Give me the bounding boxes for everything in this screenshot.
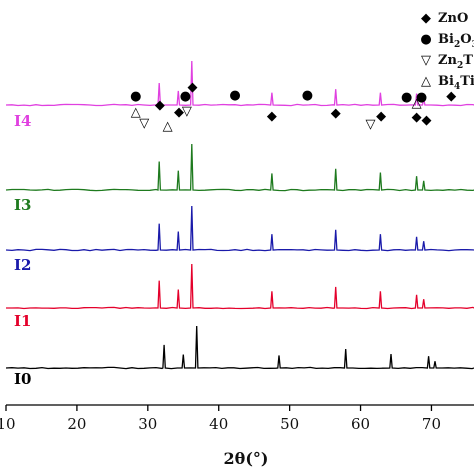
legend-symbol: ▽ xyxy=(421,53,431,68)
phase-marker: ◆ xyxy=(421,113,431,128)
trace-labels-layer: I0 I1 I2 I3 I4 xyxy=(14,112,31,388)
x-tick-label: 40 xyxy=(209,415,228,433)
phase-marker: ◆ xyxy=(187,80,197,95)
phase-marker: △ xyxy=(163,119,173,134)
phase-marker: ● xyxy=(229,88,240,103)
phase-marker: ● xyxy=(401,90,412,105)
trace-label-i3: I3 xyxy=(14,196,31,214)
phase-marker: ● xyxy=(180,89,191,104)
trace-i4 xyxy=(5,60,474,107)
phase-marker: ◆ xyxy=(331,106,341,121)
trace-label-i0: I0 xyxy=(14,370,31,388)
legend-label: ZnO xyxy=(438,11,468,26)
x-tick-label: 70 xyxy=(422,415,441,433)
trace-i1 xyxy=(6,263,474,310)
phase-marker: ◆ xyxy=(155,98,165,113)
phase-marker: △ xyxy=(131,105,141,120)
phase-marker: ◆ xyxy=(412,110,422,125)
trace-label-i1: I1 xyxy=(14,312,31,330)
phase-marker: ◆ xyxy=(174,105,184,120)
phase-marker: ◆ xyxy=(376,109,386,124)
legend-symbol: ● xyxy=(420,32,431,47)
legend: ◆ ZnO ● Bi2O3 ▽ Zn2T △ Bi4Ti xyxy=(420,11,474,92)
phase-marker: ● xyxy=(302,88,313,103)
phase-marker: ● xyxy=(130,89,141,104)
x-tick-label: 50 xyxy=(280,415,299,433)
phase-marker: ◆ xyxy=(446,89,456,104)
x-tick-label: 20 xyxy=(67,415,86,433)
legend-label: Bi2O3 xyxy=(438,32,474,50)
phase-marker: ▽ xyxy=(182,104,192,119)
trace-i3 xyxy=(5,143,474,192)
x-axis-ticks: 10 20 30 40 50 60 70 xyxy=(0,405,441,433)
legend-symbol: △ xyxy=(421,74,431,89)
legend-label: Zn2T xyxy=(438,53,473,71)
trace-label-i4: I4 xyxy=(14,112,31,130)
x-tick-label: 30 xyxy=(138,415,157,433)
phase-marker: ◆ xyxy=(267,109,277,124)
trace-label-i2: I2 xyxy=(14,256,31,274)
legend-symbol: ◆ xyxy=(421,11,431,26)
x-tick-label: 10 xyxy=(0,415,16,433)
trace-i0 xyxy=(5,325,474,370)
phase-marker: ▽ xyxy=(139,116,149,131)
x-axis-title: 2θ(°) xyxy=(224,449,269,468)
phase-marker: ▽ xyxy=(365,117,375,132)
phase-markers-layer: △●▽◆△◆●▽◆●◆●◆▽◆● △◆●◆◆ xyxy=(130,80,456,134)
phase-marker: △ xyxy=(412,96,422,111)
phase-marker: ● xyxy=(416,90,427,105)
x-tick-label: 60 xyxy=(351,415,370,433)
legend-label: Bi4Ti xyxy=(438,74,474,92)
trace-i2 xyxy=(5,205,474,252)
traces-layer xyxy=(5,60,474,370)
